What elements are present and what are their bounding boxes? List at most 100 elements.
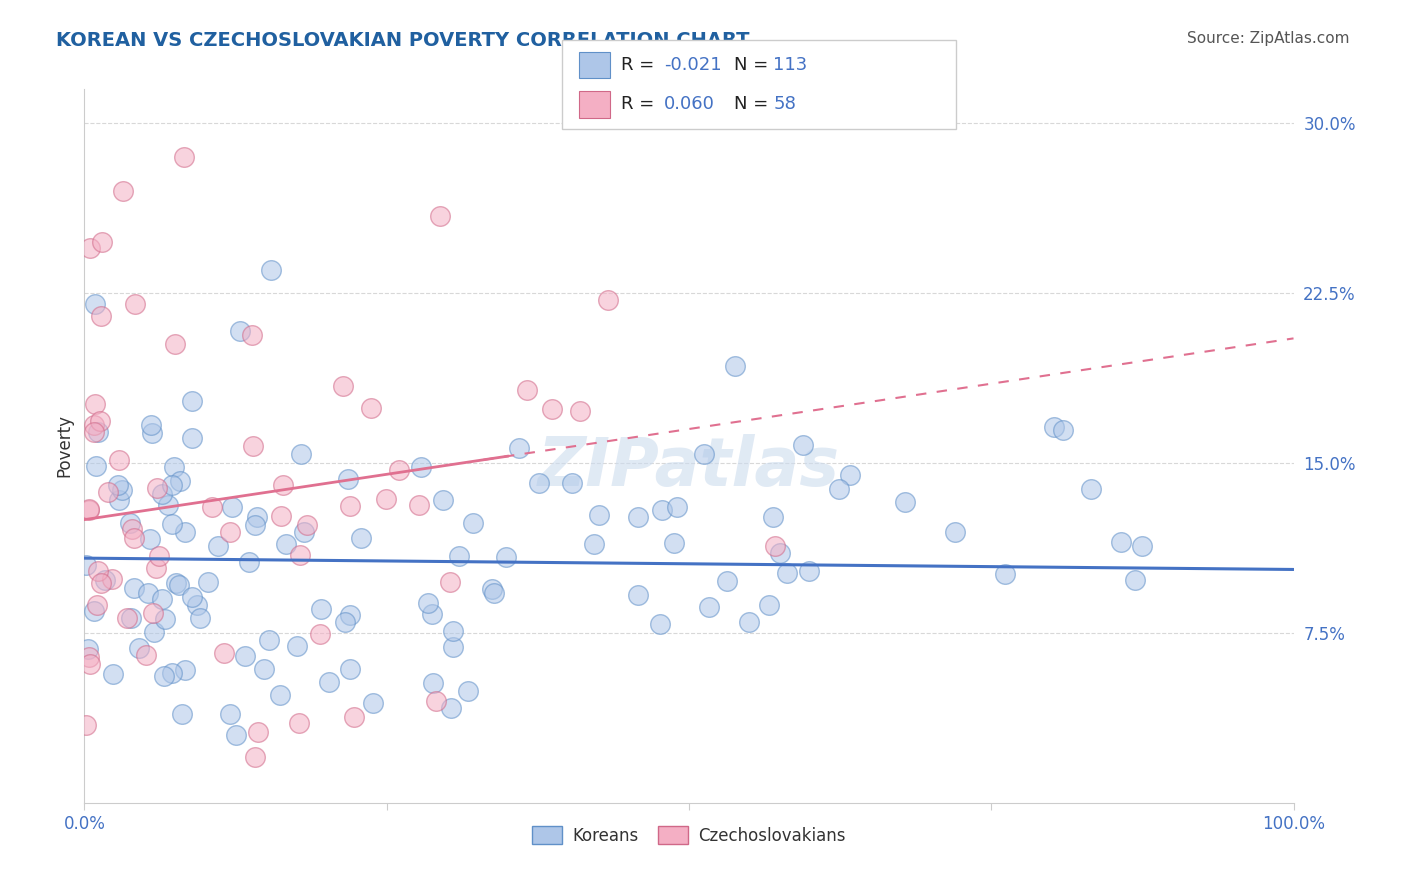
Point <box>146 481 169 495</box>
Point <box>89 414 111 428</box>
Point <box>77 502 100 516</box>
Point <box>122 581 145 595</box>
Point <box>169 474 191 488</box>
Point <box>139 533 162 547</box>
Point <box>142 624 165 639</box>
Point <box>84 458 107 473</box>
Point <box>664 535 686 549</box>
Point <box>117 611 139 625</box>
Point <box>247 724 270 739</box>
Point <box>295 518 318 533</box>
Point <box>122 531 145 545</box>
Point <box>271 478 294 492</box>
Point <box>121 522 143 536</box>
Point <box>83 604 105 618</box>
Point <box>120 610 142 624</box>
Point <box>1043 419 1066 434</box>
Point <box>943 525 966 540</box>
Point <box>516 383 538 397</box>
Point <box>172 706 194 721</box>
Point <box>84 297 107 311</box>
Point <box>136 585 159 599</box>
Point <box>627 510 650 524</box>
Point <box>219 524 242 539</box>
Text: 0.060: 0.060 <box>664 95 714 113</box>
Point <box>561 475 583 490</box>
Point <box>77 502 100 516</box>
Point <box>188 611 211 625</box>
Point <box>153 612 176 626</box>
Point <box>77 650 100 665</box>
Point <box>257 633 280 648</box>
Point <box>238 555 260 569</box>
Point <box>432 492 454 507</box>
Point <box>128 640 150 655</box>
Text: R =: R = <box>621 56 661 74</box>
Point <box>285 639 308 653</box>
Point <box>416 596 439 610</box>
Point <box>180 393 202 408</box>
Point <box>219 706 242 721</box>
Point <box>349 531 371 545</box>
Point <box>180 591 202 605</box>
Point <box>309 627 332 641</box>
Point <box>153 669 176 683</box>
Point <box>174 525 197 540</box>
Point <box>86 599 108 613</box>
Point <box>425 694 447 708</box>
Text: Source: ZipAtlas.com: Source: ZipAtlas.com <box>1187 31 1350 46</box>
Point <box>174 663 197 677</box>
Point <box>569 404 592 418</box>
Point <box>527 476 550 491</box>
Point <box>207 539 229 553</box>
Point <box>186 598 208 612</box>
Point <box>142 607 165 621</box>
Point <box>440 701 463 715</box>
Point <box>994 566 1017 581</box>
Point <box>150 592 173 607</box>
Point <box>666 500 689 514</box>
Text: 113: 113 <box>773 56 807 74</box>
Point <box>79 241 101 255</box>
Point <box>894 495 917 509</box>
Point <box>165 576 187 591</box>
Point <box>375 491 398 506</box>
Point <box>173 150 195 164</box>
Point <box>651 503 673 517</box>
Point <box>270 508 292 523</box>
Point <box>292 525 315 540</box>
Point <box>246 509 269 524</box>
Text: -0.021: -0.021 <box>664 56 721 74</box>
Point <box>107 452 129 467</box>
Point <box>107 478 129 492</box>
Point <box>260 263 283 277</box>
Point <box>87 564 110 578</box>
Point <box>763 540 786 554</box>
Point <box>242 439 264 453</box>
Point <box>627 588 650 602</box>
Point <box>461 516 484 530</box>
Point <box>332 379 354 393</box>
Text: R =: R = <box>621 95 661 113</box>
Point <box>181 431 204 445</box>
Point <box>1052 423 1074 437</box>
Point <box>94 574 117 588</box>
Point <box>439 575 461 590</box>
Point <box>90 575 112 590</box>
Point <box>118 516 141 531</box>
Point <box>693 447 716 461</box>
Point <box>1080 482 1102 496</box>
Point <box>588 508 610 523</box>
Point <box>225 728 247 742</box>
Point <box>84 397 107 411</box>
Point <box>141 417 163 432</box>
Point <box>97 485 120 500</box>
Point <box>775 566 797 580</box>
Point <box>457 684 479 698</box>
Point <box>274 537 297 551</box>
Point <box>738 615 761 630</box>
Point <box>797 564 820 578</box>
Point <box>388 463 411 477</box>
Point <box>339 608 361 623</box>
Point <box>409 459 432 474</box>
